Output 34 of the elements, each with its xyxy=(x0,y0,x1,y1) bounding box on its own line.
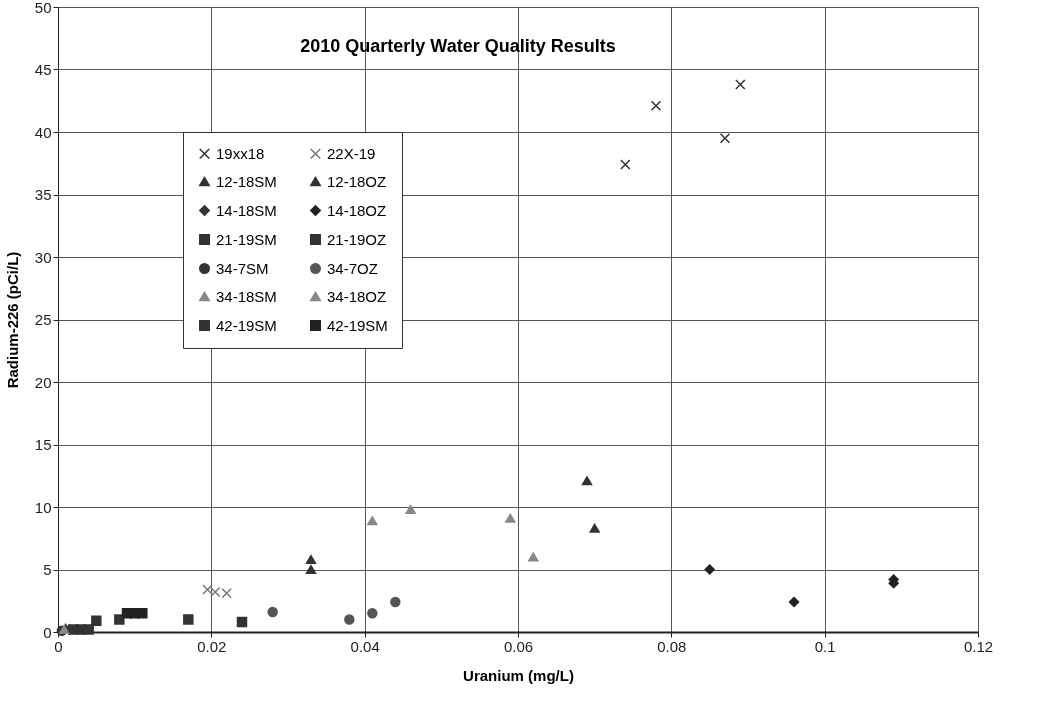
legend-label: 22X-19 xyxy=(327,144,376,162)
legend-label: 34-18SM xyxy=(216,287,277,305)
x-tick-label: 0.08 xyxy=(657,637,687,655)
y-tick-label: 50 xyxy=(34,0,52,16)
y-tick-label: 15 xyxy=(34,436,52,453)
legend-label: 42-19SM xyxy=(327,316,388,334)
legend-label: 12-18OZ xyxy=(327,172,387,190)
legend-label: 12-18SM xyxy=(216,172,277,190)
legend-label: 14-18SM xyxy=(216,201,277,219)
legend-label: 14-18OZ xyxy=(327,201,387,219)
legend-label: 21-19SM xyxy=(216,230,277,248)
y-tick-label: 35 xyxy=(34,186,52,203)
legend-label: 34-7SM xyxy=(216,259,269,277)
y-tick-label: 5 xyxy=(43,561,52,578)
y-tick-label: 30 xyxy=(34,248,52,266)
legend-label: 19xx18 xyxy=(216,144,265,162)
legend-label: 34-18OZ xyxy=(327,287,387,305)
x-tick-label: 0.06 xyxy=(503,637,534,655)
y-tick-label: 20 xyxy=(34,373,52,391)
y-tick-label: 0 xyxy=(43,623,52,641)
x-tick-label: 0.02 xyxy=(197,637,227,655)
x-tick-label: 0.12 xyxy=(963,637,994,655)
x-tick-label: 0.04 xyxy=(350,637,380,655)
legend-label: 42-19SM xyxy=(216,316,277,334)
x-tick-label: 0 xyxy=(54,637,63,655)
y-axis-title: Radium-226 (pCi/L) xyxy=(3,251,21,389)
x-axis-title: Uranium (mg/L) xyxy=(463,666,574,684)
legend-label: 34-7OZ xyxy=(327,259,378,277)
y-tick-label: 10 xyxy=(34,498,52,516)
y-tick-label: 40 xyxy=(34,123,52,141)
legend-label: 21-19OZ xyxy=(327,230,387,248)
y-tick-label: 25 xyxy=(34,311,52,328)
y-tick-label: 45 xyxy=(34,61,52,78)
x-tick-label: 0.1 xyxy=(814,637,836,655)
